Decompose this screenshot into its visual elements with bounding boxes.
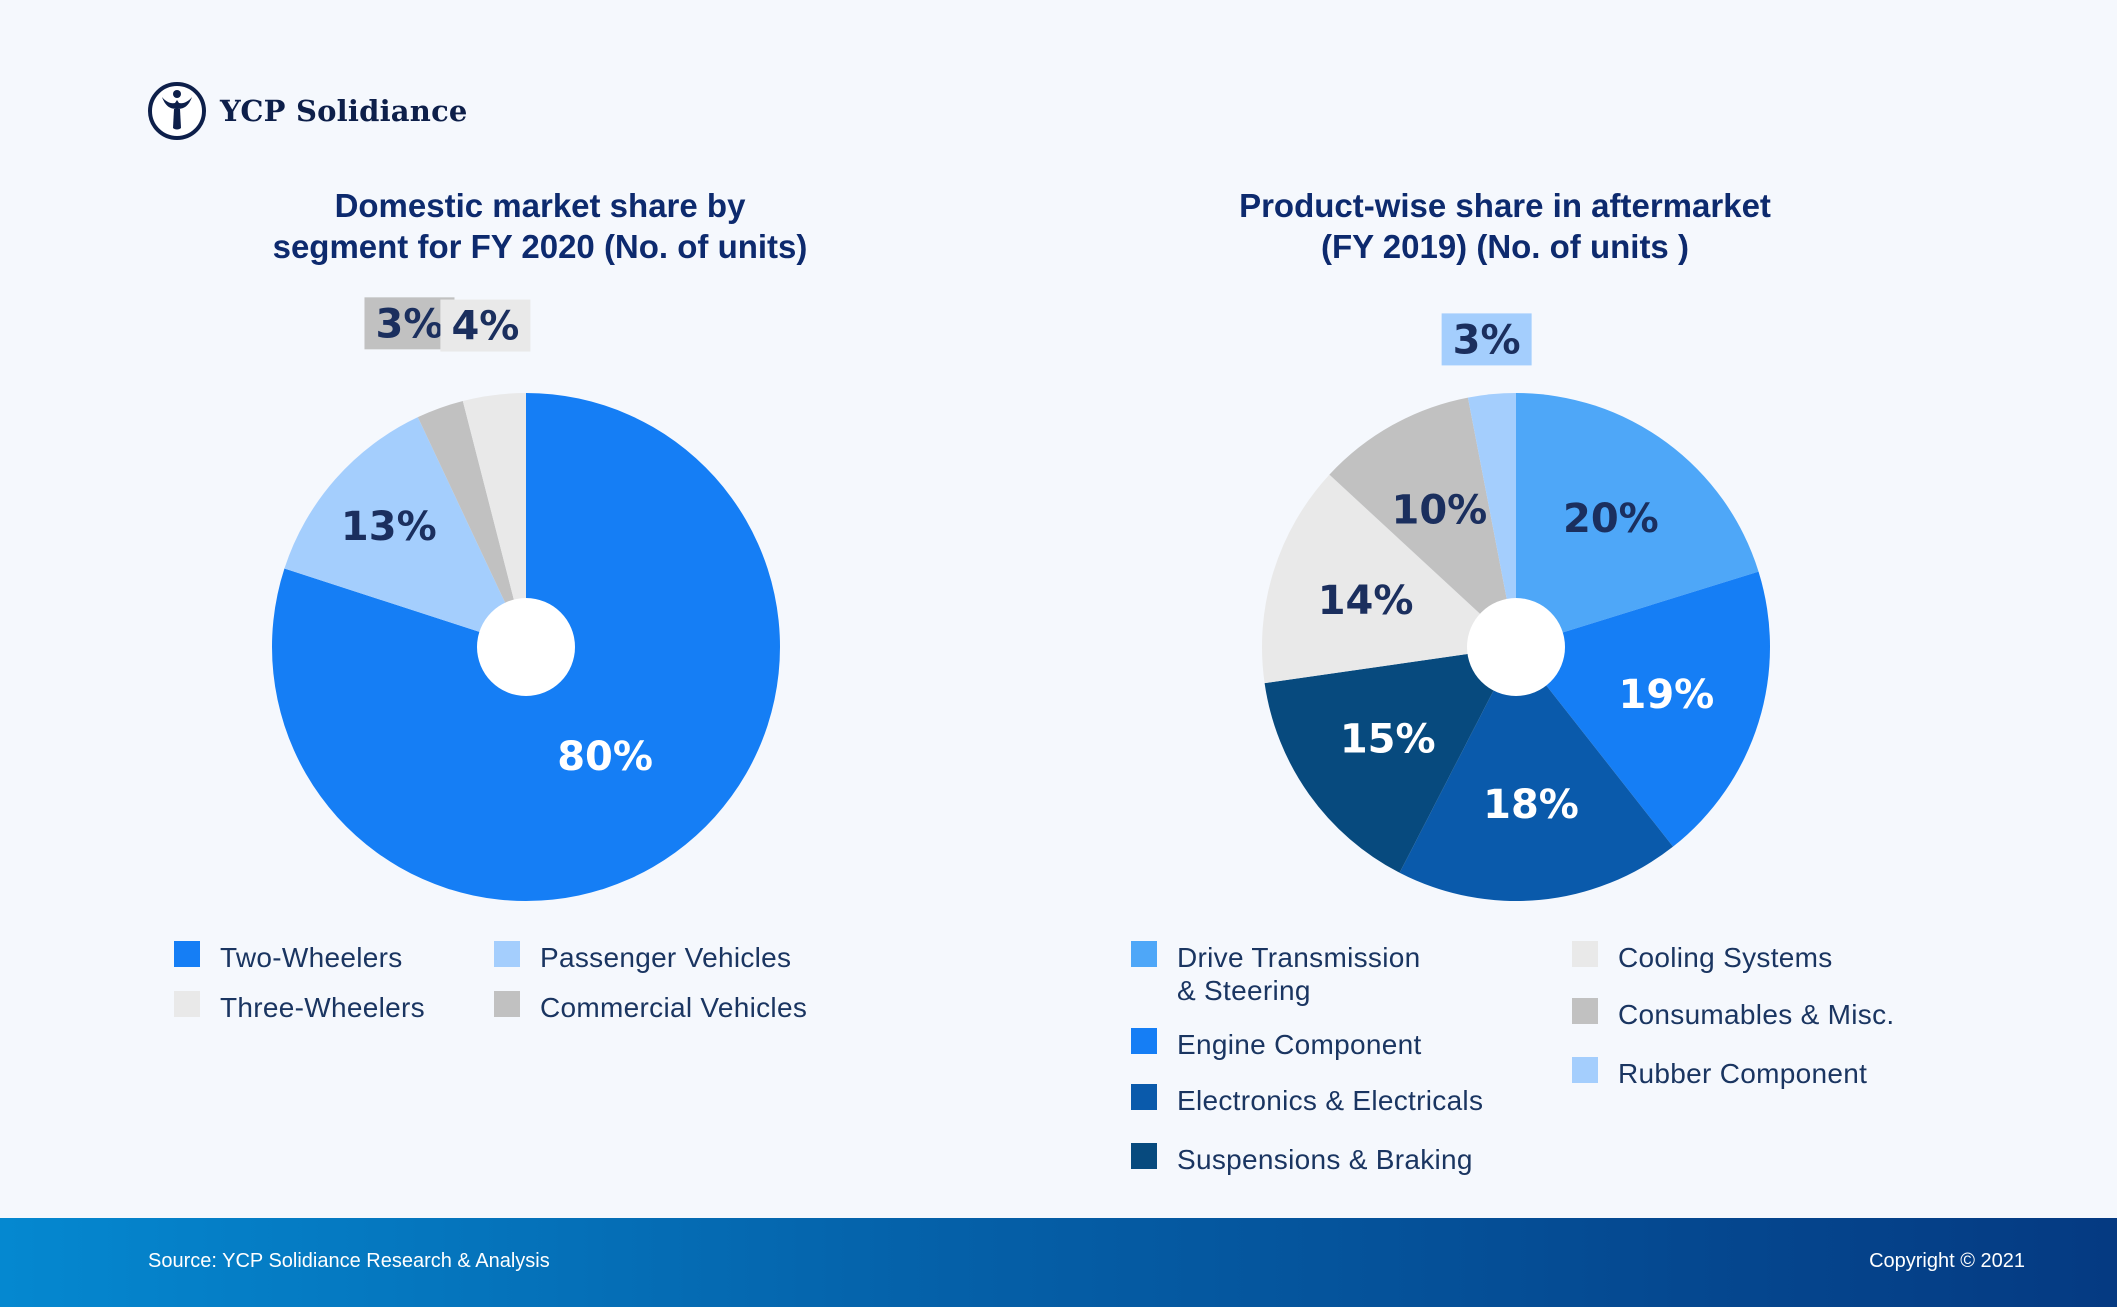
- legend-swatch: [1131, 941, 1157, 967]
- pie-center-hole: [1467, 598, 1565, 696]
- legend-label: Consumables & Misc.: [1618, 999, 1895, 1030]
- legend-item-consumables-and-misc: Consumables & Misc.: [1572, 998, 1894, 1031]
- legend-item-passenger-vehicles: Passenger Vehicles: [494, 941, 791, 974]
- brand-name: YCP Solidiance: [220, 94, 468, 128]
- legend-item-engine-component: Engine Component: [1131, 1028, 1422, 1061]
- chart-title-line-1-1: Domestic market share by: [334, 187, 746, 224]
- data-label-box-commercial-vehicles: [364, 297, 455, 350]
- legend-item-electronics-and-electricals: Electronics & Electricals: [1131, 1084, 1483, 1117]
- legend-label: Cooling Systems: [1618, 942, 1833, 973]
- pie-slice-drive-transmission-and-steering: [1516, 393, 1759, 647]
- legend-label: Drive Transmission & Steering: [1177, 942, 1421, 1006]
- chart-title-line-2-2: (FY 2019) (No. of units ): [1321, 228, 1689, 265]
- legend-label: Rubber Component: [1618, 1058, 1868, 1089]
- data-label-three-wheelers: 4%: [451, 304, 519, 350]
- legend-swatch: [494, 941, 520, 967]
- legend-label: Engine Component: [1177, 1029, 1422, 1060]
- legend-swatch: [174, 991, 200, 1017]
- ycp-logo-icon: [148, 82, 206, 140]
- pie-slice-electronics-and-electricals: [1399, 647, 1674, 901]
- pie-slice-commercial-vehicles: [417, 400, 526, 647]
- pie-slice-three-wheelers: [462, 393, 526, 647]
- footer-source: Source: YCP Solidiance Research & Analys…: [148, 1250, 550, 1272]
- data-label-commercial-vehicles: 3%: [376, 301, 444, 347]
- legend-swatch: [1131, 1028, 1157, 1054]
- legend-label: Three-Wheelers: [220, 992, 425, 1023]
- legend-item-rubber-component: Rubber Component: [1572, 1057, 1867, 1090]
- data-label-suspensions-and-braking: 15%: [1340, 716, 1436, 762]
- legend-label: Commercial Vehicles: [540, 992, 808, 1023]
- legend-item-cooling-systems: Cooling Systems: [1572, 941, 1833, 974]
- pie-slice-passenger-vehicles: [284, 417, 526, 647]
- data-label-drive-transmission-and-steering: 20%: [1563, 496, 1659, 542]
- legend-label: Passenger Vehicles: [540, 942, 792, 973]
- brand-logo: YCP Solidiance: [148, 82, 468, 140]
- legend-swatch: [174, 941, 200, 967]
- pie-aftermarket-product-share: 20% 19% 18% 15% 14% 10% 3%: [1262, 313, 1771, 901]
- legend-item-commercial-vehicles: Commercial Vehicles: [494, 991, 807, 1024]
- data-label-two-wheelers: 80%: [557, 734, 653, 780]
- pie-slice-suspensions-and-braking: [1264, 647, 1516, 873]
- pie-slice-consumables-and-misc: [1329, 397, 1516, 647]
- legend-swatch: [1131, 1143, 1157, 1169]
- legend-item-two-wheelers: Two-Wheelers: [174, 941, 403, 974]
- legend-swatch: [1572, 941, 1598, 967]
- legend-label: Two-Wheelers: [220, 942, 403, 973]
- data-label-electronics-and-electricals: 18%: [1483, 782, 1579, 828]
- legend-item-drive-transmission-and-steering: Drive Transmission & Steering: [1131, 941, 1420, 1007]
- pie-center-hole: [477, 598, 575, 696]
- data-label-box-rubber-component: [1441, 313, 1532, 366]
- data-label-cooling-systems: 14%: [1318, 578, 1414, 624]
- legend-item-three-wheelers: Three-Wheelers: [174, 991, 425, 1024]
- chart-title-line-1-2: segment for FY 2020 (No. of units): [272, 228, 808, 265]
- legend-swatch: [1131, 1084, 1157, 1110]
- legend-swatch: [494, 991, 520, 1017]
- data-label-engine-component: 19%: [1619, 672, 1715, 718]
- legend-swatch: [1572, 1057, 1598, 1083]
- chart-title-line-2-1: Product-wise share in aftermarket: [1239, 187, 1771, 224]
- data-label-consumables-and-misc: 10%: [1392, 487, 1488, 533]
- footer-bar: Source: YCP Solidiance Research & Analys…: [0, 1218, 2117, 1307]
- data-label-box-three-wheelers: [440, 299, 531, 352]
- pie-slice-rubber-component: [1467, 393, 1516, 647]
- data-label-passenger-vehicles: 13%: [341, 504, 437, 550]
- legend-label: Suspensions & Braking: [1177, 1144, 1473, 1175]
- legend-item-suspensions-and-braking: Suspensions & Braking: [1131, 1143, 1473, 1176]
- pie-slice-cooling-systems: [1262, 474, 1516, 684]
- footer-copyright: Copyright © 2021: [1869, 1250, 2025, 1272]
- chart-title-domestic: Domestic market share by segment for FY 2…: [160, 185, 920, 267]
- chart-title-aftermarket: Product-wise share in aftermarket (FY 201…: [1125, 185, 1885, 267]
- legend-label: Electronics & Electricals: [1177, 1085, 1484, 1116]
- pie-slice-engine-component: [1516, 571, 1771, 847]
- pie-domestic-market-share: 80% 13% 3% 4%: [271, 297, 780, 901]
- legend-swatch: [1572, 998, 1598, 1024]
- data-label-rubber-component: 3%: [1453, 317, 1521, 363]
